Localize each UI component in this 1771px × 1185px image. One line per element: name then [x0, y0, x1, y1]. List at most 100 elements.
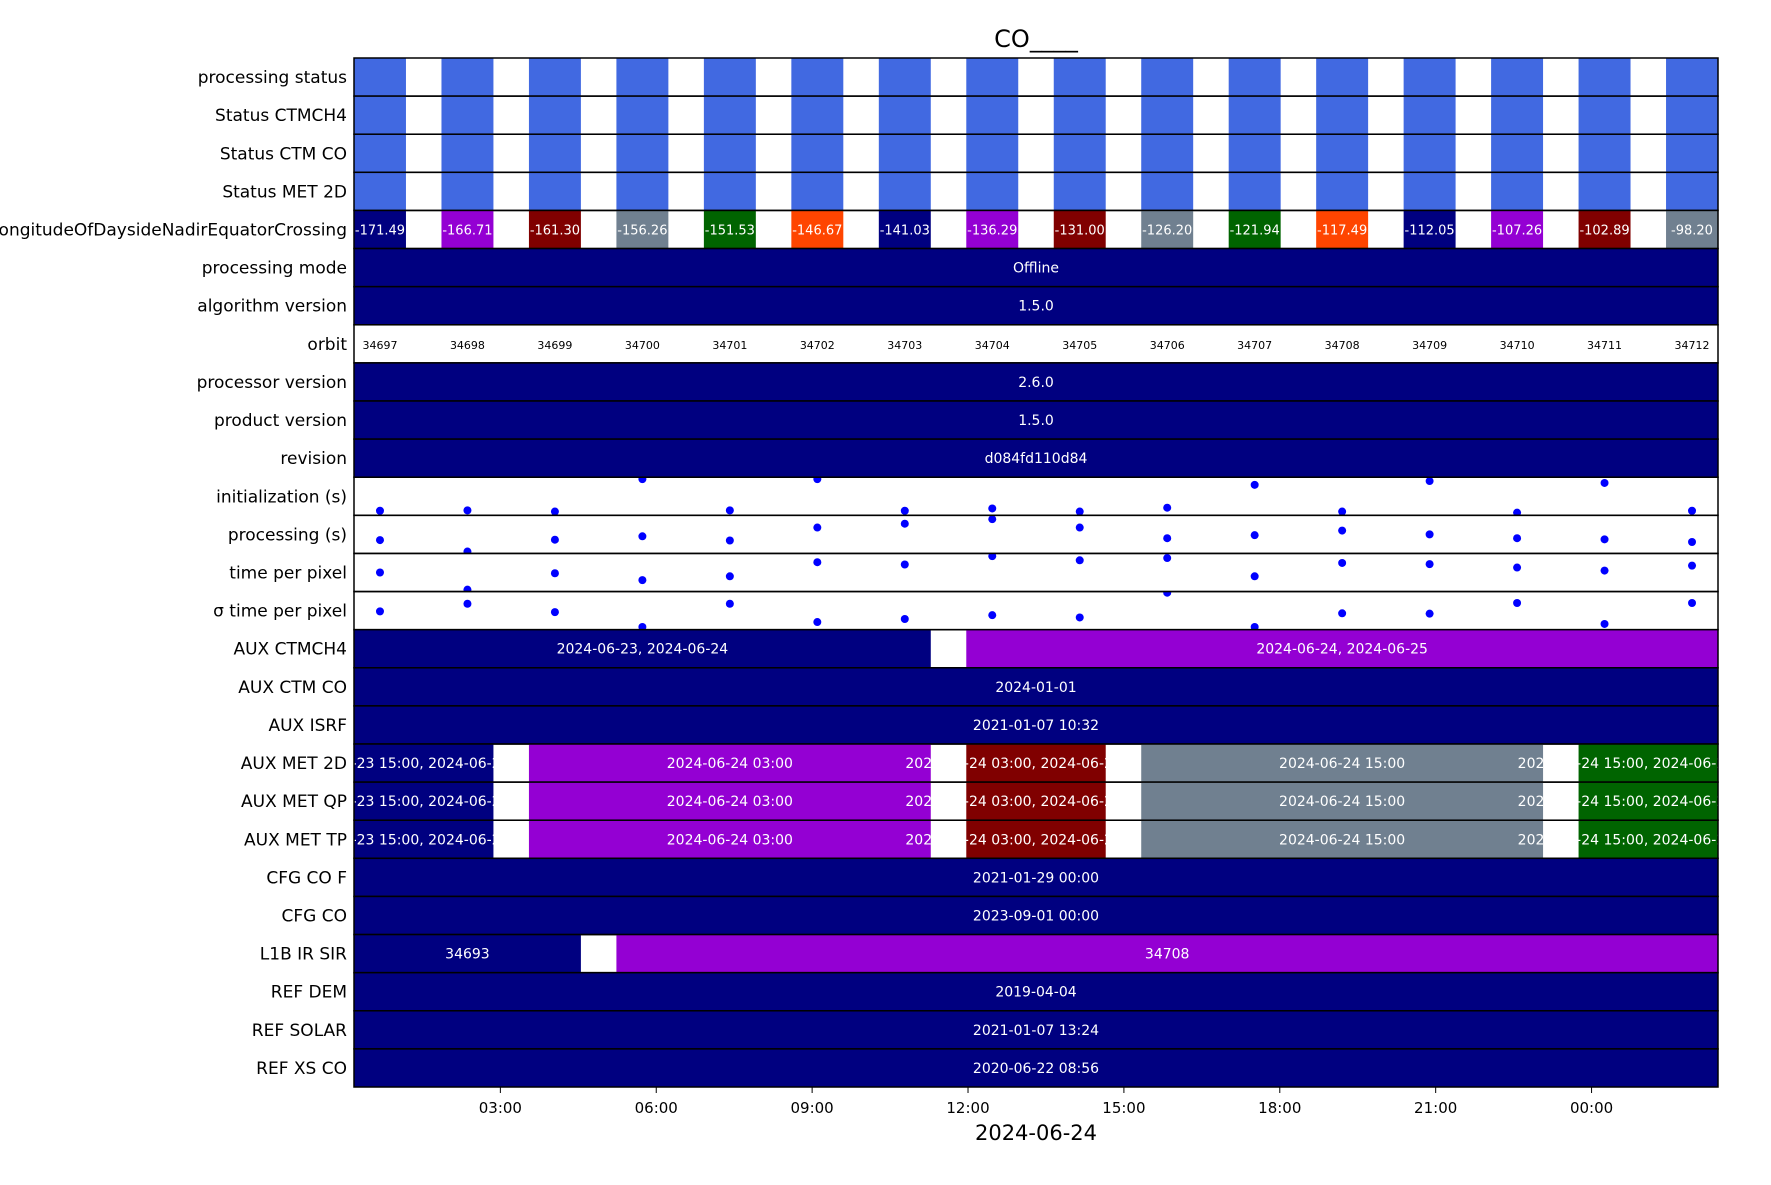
status-block — [1491, 134, 1544, 173]
row-label: processing (s) — [228, 525, 347, 545]
scatter-point — [900, 519, 909, 528]
scatter-point — [1075, 556, 1084, 565]
status-block — [703, 172, 756, 211]
scatter-point — [1513, 508, 1522, 516]
scatter-point — [1075, 523, 1084, 532]
scatter-point — [813, 558, 822, 567]
scatter-point — [1338, 526, 1347, 535]
orbit-number: 34711 — [1587, 339, 1622, 352]
status-block — [1491, 96, 1544, 135]
band-segment — [1578, 820, 1718, 859]
status-block — [354, 58, 406, 97]
status-block — [1141, 134, 1194, 173]
band-segment — [1578, 744, 1718, 783]
scatter-point — [375, 607, 384, 616]
band-segment — [966, 744, 1106, 783]
scatter-point — [1250, 623, 1259, 630]
band-label: 2024-06-24 03:00 — [667, 832, 793, 848]
band-label: 2024-06-24 03:00, 2024-06-24 15:00 — [905, 794, 1166, 810]
status-block — [1491, 172, 1544, 211]
band-segment — [528, 744, 931, 783]
row-label: processing status — [198, 68, 347, 88]
scatter-point — [725, 536, 734, 545]
crossing-value: -117.49 — [1317, 224, 1367, 239]
crossing-value: -136.29 — [967, 224, 1017, 239]
x-tick-label: 21:00 — [1414, 1099, 1457, 1117]
orbit-number: 34707 — [1237, 339, 1272, 352]
row-label: REF XS CO — [256, 1059, 347, 1079]
status-block — [1666, 58, 1718, 97]
row-15: 2024-06-23, 2024-06-24 2024-06-24, 2024-0… — [354, 629, 1718, 668]
row-17: 2021-01-07 10:32 — [354, 705, 1718, 744]
status-block — [1316, 172, 1369, 211]
crossing-block — [966, 210, 1019, 249]
crossing-block — [1666, 210, 1718, 249]
band-label: 2024-06-24 03:00 — [667, 756, 793, 772]
row-label: product version — [214, 411, 347, 431]
row-13 — [375, 553, 1697, 592]
scatter-point — [463, 547, 472, 554]
status-block — [1141, 172, 1194, 211]
band-segment — [354, 744, 494, 783]
status-block — [1578, 58, 1631, 97]
row-12 — [375, 515, 1697, 554]
status-block — [441, 134, 494, 173]
status-block — [1316, 58, 1369, 97]
row-label: time per pixel — [229, 564, 347, 584]
crossing-value: -126.20 — [1142, 224, 1192, 239]
crossing-value: -131.00 — [1055, 224, 1105, 239]
status-block — [966, 96, 1019, 135]
band-label: 2024-06-24 15:00, 2024-06-25 03:00 — [1518, 794, 1771, 810]
row-frame — [353, 476, 1719, 517]
row-19: 2024-06-23 15:00, 2024-06-24 03:00 2024-0… — [354, 782, 1771, 821]
band-segment — [354, 896, 1718, 935]
scatter-point — [813, 618, 822, 627]
crossing-block — [528, 210, 581, 249]
scatter-point — [638, 477, 647, 484]
crossing-block — [441, 210, 494, 249]
scatter-point — [638, 576, 647, 585]
scatter-point — [988, 504, 997, 513]
row-22: 2023-09-01 00:00 — [354, 896, 1718, 935]
scatter-point — [988, 553, 997, 561]
band-segment — [354, 705, 1718, 744]
row-labels: processing status Status CTMCH4 Status CTM… — [0, 68, 347, 1079]
band-segment — [354, 858, 1718, 897]
status-block — [1578, 134, 1631, 173]
band-segment — [354, 362, 1718, 401]
scatter-point — [550, 608, 559, 617]
row-14 — [375, 591, 1697, 630]
band-label: 1.5.0 — [1018, 413, 1054, 429]
band-label: 2021-01-07 13:24 — [973, 1023, 1099, 1039]
scatter-point — [550, 507, 559, 516]
crossing-value: -121.94 — [1230, 224, 1280, 239]
band-label: 2024-06-24 03:00, 2024-06-24 15:00 — [905, 756, 1166, 772]
status-block — [1316, 96, 1369, 135]
crossing-value: -151.53 — [705, 224, 755, 239]
scatter-point — [900, 614, 909, 623]
row-label: AUX CTM CO — [238, 678, 347, 698]
status-block — [878, 96, 931, 135]
status-block — [878, 58, 931, 97]
row-label: AUX MET TP — [244, 830, 347, 850]
scatter-point — [900, 560, 909, 569]
row-frame — [353, 1048, 1719, 1088]
crossing-block — [1141, 210, 1194, 249]
row-2 — [354, 134, 1718, 173]
scatter-point — [638, 532, 647, 541]
scatter-point — [1513, 598, 1522, 607]
row-9: 1.5.0 — [354, 401, 1718, 440]
orbit-number: 34712 — [1675, 339, 1710, 352]
scatter-point — [1600, 478, 1609, 487]
row-4: -171.49 -166.71 -161.30 -156.26 -151.53 -146.… — [354, 210, 1718, 249]
status-block — [354, 172, 406, 211]
band-segment — [966, 820, 1106, 859]
orbit-number: 34710 — [1500, 339, 1535, 352]
orbit-number: 34701 — [712, 339, 747, 352]
status-block — [791, 96, 844, 135]
band-segment — [354, 972, 1718, 1011]
status-block — [616, 172, 669, 211]
scatter-point — [813, 477, 822, 484]
status-block — [1666, 96, 1718, 135]
row-label: Status MET 2D — [222, 182, 347, 202]
